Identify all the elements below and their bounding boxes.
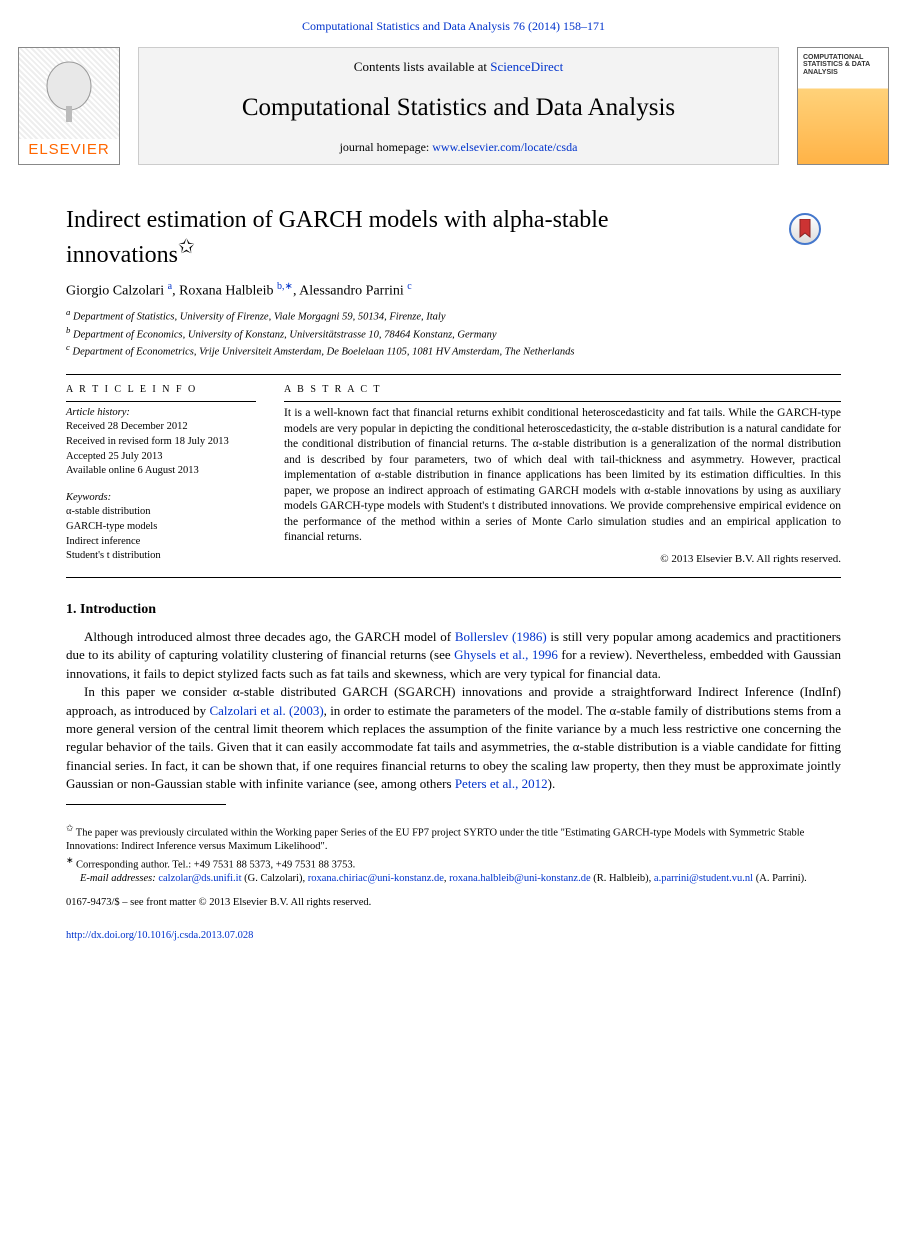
p2c: ). (548, 776, 556, 791)
section-1-para-1: Although introduced almost three decades… (66, 628, 841, 683)
elsevier-tree-icon (19, 48, 119, 139)
footnote-corresponding: ∗ Corresponding author. Tel.: +49 7531 8… (66, 855, 841, 873)
footnote-emails: E-mail addresses: calzolar@ds.unifi.it (… (66, 872, 841, 886)
journal-cover-thumb[interactable]: COMPUTATIONAL STATISTICS & DATA ANALYSIS (797, 47, 889, 165)
history-accepted: Accepted 25 July 2013 (66, 450, 256, 465)
keyword-2: GARCH-type models (66, 520, 256, 535)
elsevier-logo[interactable]: ELSEVIER (18, 47, 120, 165)
section-1-heading: 1. Introduction (0, 578, 907, 628)
em1-who: (G. Calzolari), (242, 873, 308, 884)
author-3: Alessandro Parrini (299, 283, 404, 298)
affil-b-text: Department of Economics, University of K… (73, 329, 496, 340)
sciencedirect-link[interactable]: ScienceDirect (490, 59, 563, 74)
author-2: Roxana Halbleib (179, 283, 273, 298)
history-online: Available online 6 August 2013 (66, 464, 256, 479)
homepage-link[interactable]: www.elsevier.com/locate/csda (432, 140, 577, 154)
affiliations: a Department of Statistics, University o… (0, 303, 907, 374)
footnote-paper: ✩ The paper was previously circulated wi… (66, 823, 841, 855)
footnote-rule (66, 804, 226, 805)
email-label: E-mail addresses: (80, 873, 158, 884)
fn-text: The paper was previously circulated with… (66, 827, 804, 852)
affil-link-c[interactable]: c (407, 281, 411, 292)
affil-c: c Department of Econometrics, Vrije Univ… (66, 342, 841, 360)
footnotes: ✩ The paper was previously circulated wi… (0, 807, 907, 891)
abstract-divider (284, 401, 841, 402)
cover-title: COMPUTATIONAL STATISTICS & DATA ANALYSIS (803, 54, 883, 77)
em3-who: (R. Halbleib), (591, 873, 654, 884)
footer-row: 0167-9473/$ – see front matter © 2013 El… (0, 890, 907, 929)
abstract-heading: A B S T R A C T (284, 383, 841, 397)
title-text: Indirect estimation of GARCH models with… (66, 207, 609, 268)
email-2[interactable]: roxana.chiriac@uni-konstanz.de (308, 873, 444, 884)
corresponding-marker[interactable]: ∗ (285, 281, 293, 292)
article-title-block: Indirect estimation of GARCH models with… (0, 185, 907, 276)
crossmark-badge[interactable] (789, 213, 821, 245)
banner-center: Contents lists available at ScienceDirec… (138, 47, 779, 165)
affil-link-a[interactable]: a (168, 281, 172, 292)
affil-link-b[interactable]: b, (277, 281, 285, 292)
doi-link[interactable]: http://dx.doi.org/10.1016/j.csda.2013.07… (66, 929, 253, 944)
bookmark-icon (798, 219, 812, 239)
author-1: Giorgio Calzolari (66, 283, 164, 298)
history-revised: Received in revised form 18 July 2013 (66, 435, 256, 450)
history-label: Article history: (66, 406, 256, 420)
email-3[interactable]: roxana.halbleib@uni-konstanz.de (449, 873, 590, 884)
info-abstract-row: A R T I C L E I N F O Article history: R… (0, 375, 907, 577)
section-1-body: Although introduced almost three decades… (0, 628, 907, 794)
title-footnote-marker: ✩ (178, 236, 195, 258)
affil-a-text: Department of Statistics, University of … (73, 312, 446, 323)
running-header: Computational Statistics and Data Analys… (0, 0, 907, 47)
info-divider (66, 401, 256, 402)
running-header-link[interactable]: Computational Statistics and Data Analys… (302, 19, 605, 33)
corr-text: Corresponding author. Tel.: +49 7531 88 … (73, 859, 355, 870)
authors-line: Giorgio Calzolari a, Roxana Halbleib b,∗… (0, 276, 907, 303)
affil-c-text: Department of Econometrics, Vrije Univer… (73, 347, 575, 358)
doi-row: http://dx.doi.org/10.1016/j.csda.2013.07… (0, 929, 907, 962)
keyword-4: Student's t distribution (66, 549, 256, 564)
keywords-label: Keywords: (66, 491, 256, 505)
journal-title: Computational Statistics and Data Analys… (149, 80, 768, 135)
email-1[interactable]: calzolar@ds.unifi.it (158, 873, 241, 884)
homepage-prefix: journal homepage: (340, 140, 433, 154)
ref-calzolari-2003[interactable]: Calzolari et al. (2003) (209, 703, 323, 718)
email-4[interactable]: a.parrini@student.vu.nl (654, 873, 753, 884)
abstract-copyright: © 2013 Elsevier B.V. All rights reserved… (284, 552, 841, 567)
keyword-3: Indirect inference (66, 535, 256, 550)
ref-bollerslev-1986[interactable]: Bollerslev (1986) (455, 629, 547, 644)
contents-available: Contents lists available at ScienceDirec… (149, 58, 768, 76)
ref-ghysels-1996[interactable]: Ghysels et al., 1996 (454, 647, 558, 662)
p1a: Although introduced almost three decades… (84, 629, 455, 644)
article-title: Indirect estimation of GARCH models with… (66, 205, 706, 270)
elsevier-label: ELSEVIER (28, 139, 109, 160)
contents-prefix: Contents lists available at (354, 59, 490, 74)
affil-b: b Department of Economics, University of… (66, 325, 841, 343)
article-info-heading: A R T I C L E I N F O (66, 383, 256, 397)
em4-who: (A. Parrini). (753, 873, 807, 884)
issn-line: 0167-9473/$ – see front matter © 2013 El… (66, 896, 371, 911)
ref-peters-2012[interactable]: Peters et al., 2012 (455, 776, 548, 791)
keyword-1: α-stable distribution (66, 505, 256, 520)
journal-banner: ELSEVIER Contents lists available at Sci… (0, 47, 907, 185)
journal-homepage: journal homepage: www.elsevier.com/locat… (149, 139, 768, 156)
article-info: A R T I C L E I N F O Article history: R… (66, 383, 256, 567)
abstract-block: A B S T R A C T It is a well-known fact … (284, 383, 841, 567)
abstract-text: It is a well-known fact that financial r… (284, 406, 841, 546)
affil-a: a Department of Statistics, University o… (66, 307, 841, 325)
history-received: Received 28 December 2012 (66, 420, 256, 435)
section-1-para-2: In this paper we consider α-stable distr… (66, 683, 841, 794)
